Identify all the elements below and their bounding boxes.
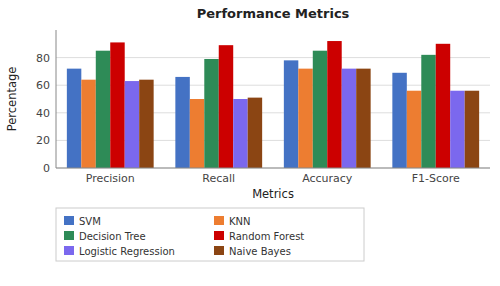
legend-swatch <box>64 216 74 225</box>
bar <box>298 69 312 168</box>
bar <box>342 69 356 168</box>
x-tick-label: Recall <box>202 172 235 185</box>
y-axis-label: Percentage <box>5 67 19 132</box>
x-tick-label: F1-Score <box>412 172 460 185</box>
y-tick-label: 0 <box>43 162 50 175</box>
y-axis <box>56 30 57 168</box>
bar <box>190 99 204 168</box>
bar <box>67 69 81 168</box>
bar <box>436 44 450 168</box>
legend-swatch <box>214 231 224 240</box>
y-tick-label: 20 <box>36 134 50 147</box>
legend-label: KNN <box>229 216 251 227</box>
x-axis-label: Metrics <box>252 187 294 201</box>
bar <box>110 42 124 168</box>
legend-frame <box>56 208 364 261</box>
legend-label: SVM <box>79 216 101 227</box>
bar <box>284 60 298 168</box>
legend-label: Logistic Regression <box>79 246 175 257</box>
chart: Performance Metrics 0 20 40 60 80 Precision Rec… <box>0 0 500 286</box>
bar <box>392 73 406 168</box>
bar <box>421 55 435 168</box>
bar <box>81 80 95 168</box>
legend-label: Decision Tree <box>79 231 146 242</box>
bar <box>313 51 327 168</box>
grid-line <box>56 168 490 169</box>
bar <box>96 51 110 168</box>
y-tick-label: 40 <box>36 107 50 120</box>
bar <box>175 77 189 168</box>
bar <box>219 45 233 168</box>
legend-label: Naive Bayes <box>229 246 291 257</box>
x-tick-label: Precision <box>86 172 135 185</box>
legend-swatch <box>64 246 74 255</box>
y-tick-label: 80 <box>36 52 50 65</box>
bar <box>125 81 139 168</box>
title: Performance Metrics <box>197 6 350 21</box>
legend-swatch <box>64 231 74 240</box>
legend-label: Random Forest <box>229 231 304 242</box>
bar <box>465 91 479 168</box>
x-tick-label: Accuracy <box>302 172 353 185</box>
legend: SVM KNN Decision Tree Random Forest Logistic… <box>56 208 364 261</box>
bar <box>204 59 218 168</box>
bar <box>450 91 464 168</box>
y-tick-label: 60 <box>36 79 50 92</box>
bar <box>139 80 153 168</box>
bar <box>248 98 262 168</box>
bar <box>327 41 341 168</box>
bars <box>67 41 479 168</box>
legend-swatch <box>214 216 224 225</box>
bar <box>233 99 247 168</box>
x-axis <box>56 168 490 169</box>
bar <box>356 69 370 168</box>
legend-swatch <box>214 246 224 255</box>
bar <box>407 91 421 168</box>
